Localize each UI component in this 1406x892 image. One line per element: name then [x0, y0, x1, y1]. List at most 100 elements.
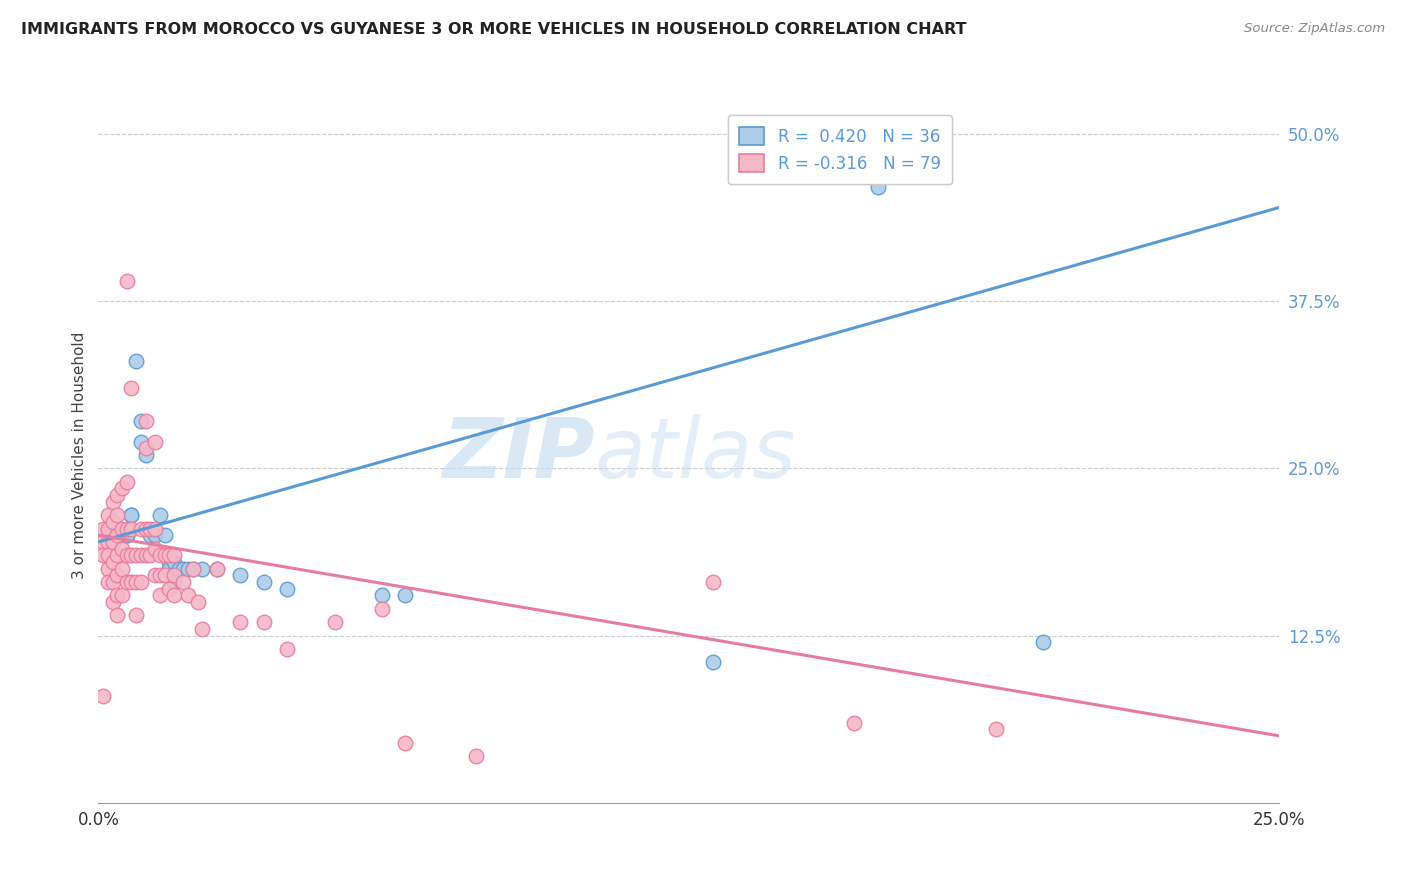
Point — [97, 521, 120, 535]
Point — [101, 575, 124, 590]
Point — [111, 589, 134, 603]
Point — [149, 568, 172, 582]
Point — [191, 562, 214, 576]
Point — [111, 528, 134, 542]
Point — [105, 508, 128, 523]
Point — [135, 448, 157, 462]
Point — [121, 521, 143, 535]
Point — [191, 622, 214, 636]
Point — [111, 528, 134, 542]
Point — [157, 582, 180, 596]
Point — [135, 521, 157, 535]
Point — [172, 575, 194, 590]
Point — [143, 521, 166, 535]
Point — [149, 589, 172, 603]
Point — [91, 548, 114, 563]
Point — [111, 482, 134, 496]
Point — [101, 515, 124, 529]
Point — [229, 615, 252, 630]
Point — [101, 595, 124, 609]
Point — [371, 589, 394, 603]
Y-axis label: 3 or more Vehicles in Household: 3 or more Vehicles in Household — [72, 331, 87, 579]
Point — [143, 434, 166, 449]
Point — [702, 575, 724, 590]
Point — [105, 528, 128, 542]
Text: ZIP: ZIP — [441, 415, 595, 495]
Point — [465, 749, 488, 764]
Text: atlas: atlas — [595, 415, 796, 495]
Point — [157, 555, 180, 569]
Point — [101, 494, 124, 508]
Point — [121, 381, 143, 395]
Point — [111, 562, 134, 576]
Point — [157, 548, 180, 563]
Point — [394, 735, 416, 749]
Point — [111, 521, 134, 535]
Point — [115, 528, 138, 542]
Point — [97, 548, 120, 563]
Point — [139, 521, 162, 535]
Point — [143, 568, 166, 582]
Point — [101, 555, 124, 569]
Point — [125, 548, 148, 563]
Point — [167, 562, 190, 576]
Point — [97, 535, 120, 549]
Point — [276, 642, 298, 657]
Point — [702, 655, 724, 669]
Point — [91, 521, 114, 535]
Point — [91, 689, 114, 703]
Point — [115, 575, 138, 590]
Point — [115, 548, 138, 563]
Point — [135, 442, 157, 456]
Point — [181, 562, 204, 576]
Point — [101, 528, 124, 542]
Point — [866, 180, 889, 194]
Point — [105, 589, 128, 603]
Point — [125, 575, 148, 590]
Point — [157, 562, 180, 576]
Point — [253, 615, 276, 630]
Point — [1032, 635, 1054, 649]
Point — [163, 568, 186, 582]
Point — [115, 528, 138, 542]
Point — [135, 548, 157, 563]
Point — [135, 415, 157, 429]
Point — [172, 562, 194, 576]
Point — [105, 568, 128, 582]
Point — [984, 723, 1007, 737]
Point — [149, 548, 172, 563]
Point — [181, 562, 204, 576]
Point — [371, 602, 394, 616]
Point — [121, 508, 143, 523]
Point — [97, 562, 120, 576]
Point — [276, 582, 298, 596]
Point — [143, 528, 166, 542]
Point — [205, 562, 228, 576]
Point — [105, 528, 128, 542]
Point — [121, 508, 143, 523]
Point — [229, 568, 252, 582]
Point — [163, 575, 186, 590]
Point — [115, 274, 138, 288]
Point — [139, 548, 162, 563]
Point — [115, 521, 138, 535]
Legend: R =  0.420   N = 36, R = -0.316   N = 79: R = 0.420 N = 36, R = -0.316 N = 79 — [727, 115, 952, 185]
Point — [97, 575, 120, 590]
Point — [844, 715, 866, 730]
Point — [149, 508, 172, 523]
Point — [177, 589, 200, 603]
Point — [323, 615, 346, 630]
Point — [153, 528, 176, 542]
Point — [101, 535, 124, 549]
Point — [121, 575, 143, 590]
Point — [153, 568, 176, 582]
Point — [129, 415, 152, 429]
Point — [91, 535, 114, 549]
Point — [163, 548, 186, 563]
Point — [105, 488, 128, 502]
Point — [129, 521, 152, 535]
Point — [105, 548, 128, 563]
Point — [187, 595, 209, 609]
Point — [111, 541, 134, 556]
Point — [143, 541, 166, 556]
